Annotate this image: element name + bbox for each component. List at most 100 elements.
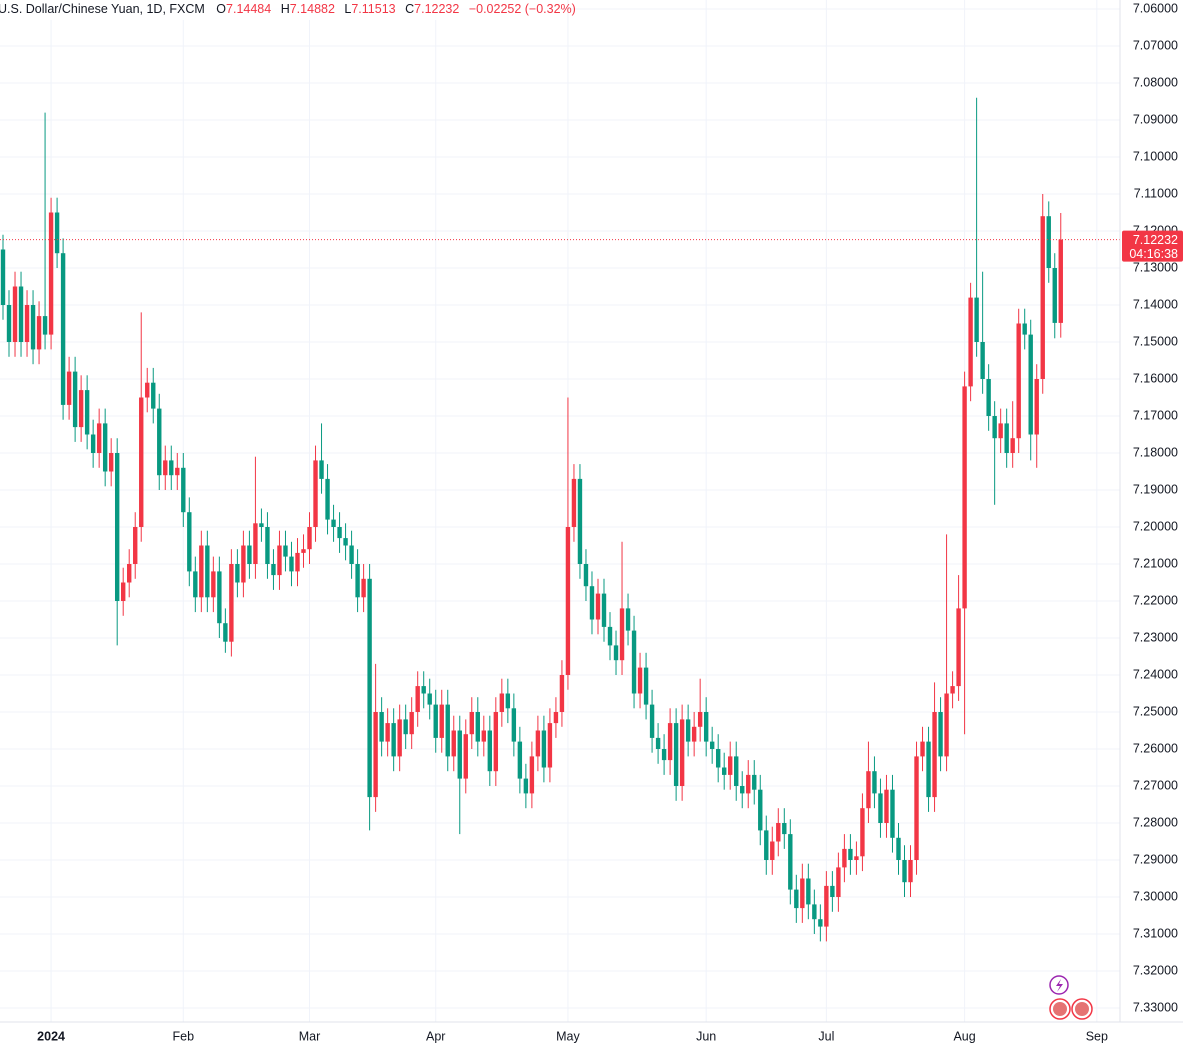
candle-body [950,686,955,694]
candle-body [133,527,138,564]
symbol-title: U.S. Dollar/Chinese Yuan, 1D, FXCM [0,2,205,16]
candle-body [199,545,204,598]
candle-body [463,734,468,779]
candle-body [908,860,913,883]
candle-body [1040,216,1045,379]
candle-body [391,723,396,757]
candle-body [355,564,360,598]
candle-body [223,623,228,642]
candle-body [541,730,547,768]
candle-body [54,212,60,254]
candle-body [1058,239,1063,323]
countdown: 04:16:38 [1129,247,1178,261]
candle-body [114,453,120,601]
candle-body [1016,323,1021,439]
candle-body [271,564,276,576]
candle-body [998,423,1003,439]
y-tick-label: 7.21000 [1133,556,1178,570]
candle-body [601,593,607,627]
y-tick-label: 7.18000 [1133,445,1178,459]
candle-body [409,712,414,735]
candle-body [800,878,805,909]
ohlc-letter: L [344,2,351,16]
candle-body [944,693,949,757]
candle-body [48,212,54,335]
price-tag [1122,230,1183,262]
y-tick-label: 7.15000 [1133,334,1178,348]
change: −0.02252 (−0.32%) [469,2,576,16]
candle-body [283,545,288,557]
x-tick-label: Jul [818,1029,834,1043]
candle-body [613,645,619,661]
candle-body [679,719,685,786]
candle-body [24,305,30,342]
candle-body [247,545,252,564]
candle-body [685,719,691,742]
x-tick-label: Mar [299,1029,321,1043]
event-icons [1049,975,1093,1020]
candle-body [151,382,156,409]
candle-body [589,586,595,620]
candle-body [746,774,751,794]
candle-body [938,712,943,757]
candle-body [1052,268,1057,323]
candle-body [553,712,559,724]
candle-body [307,527,312,550]
candle-body [30,305,36,350]
candle-body [139,397,144,527]
candle-body [860,808,865,857]
candle-body [914,756,919,860]
candle-body [655,737,661,749]
candle-body [884,789,889,823]
y-tick-label: 7.07000 [1133,38,1178,52]
candle-body [66,371,72,405]
x-tick-label: Apr [426,1029,445,1043]
y-tick-label: 7.19000 [1133,482,1178,496]
candle-body [415,686,420,712]
ohlc-letter: C [405,2,414,16]
candle-body [697,712,703,727]
candle-body [956,608,961,687]
candle-body [872,771,877,794]
candle-body [782,823,787,835]
candle-body [926,741,931,798]
y-tick-label: 7.10000 [1133,149,1178,163]
candle-body [517,741,523,779]
candle-body [595,593,601,620]
price-tag-label: 7.12232 [1133,233,1178,247]
candle-body [770,841,775,860]
y-tick-label: 7.17000 [1133,408,1178,422]
candle-body [1034,379,1039,435]
candle-body [169,460,174,476]
y-tick-label: 7.28000 [1133,815,1178,829]
y-tick-label: 7.31000 [1133,926,1178,940]
candle-body [673,723,679,786]
candle-body [469,712,474,735]
candle-body [1004,423,1009,453]
flag [1053,1002,1067,1016]
header-bg [0,0,560,20]
candle-body [319,460,324,479]
y-tick-label: 7.06000 [1133,1,1178,15]
candle-body [758,789,763,831]
candle-body [337,527,342,539]
candle-body [211,571,216,598]
candle-body [277,545,282,576]
candle-body [235,564,240,583]
candle-body [445,704,450,757]
candle-body [127,564,132,583]
candle-body [896,837,901,860]
x-tick-label: Aug [953,1029,975,1043]
candle-body [481,730,486,742]
candle-body [42,316,48,335]
candle-body [78,390,84,428]
candle-body [559,675,565,712]
candle-body [980,342,985,379]
candle-body [752,774,757,790]
candle-body [878,793,883,823]
candle-body [511,708,517,742]
candle-body [830,885,835,897]
candle-body [505,693,511,709]
